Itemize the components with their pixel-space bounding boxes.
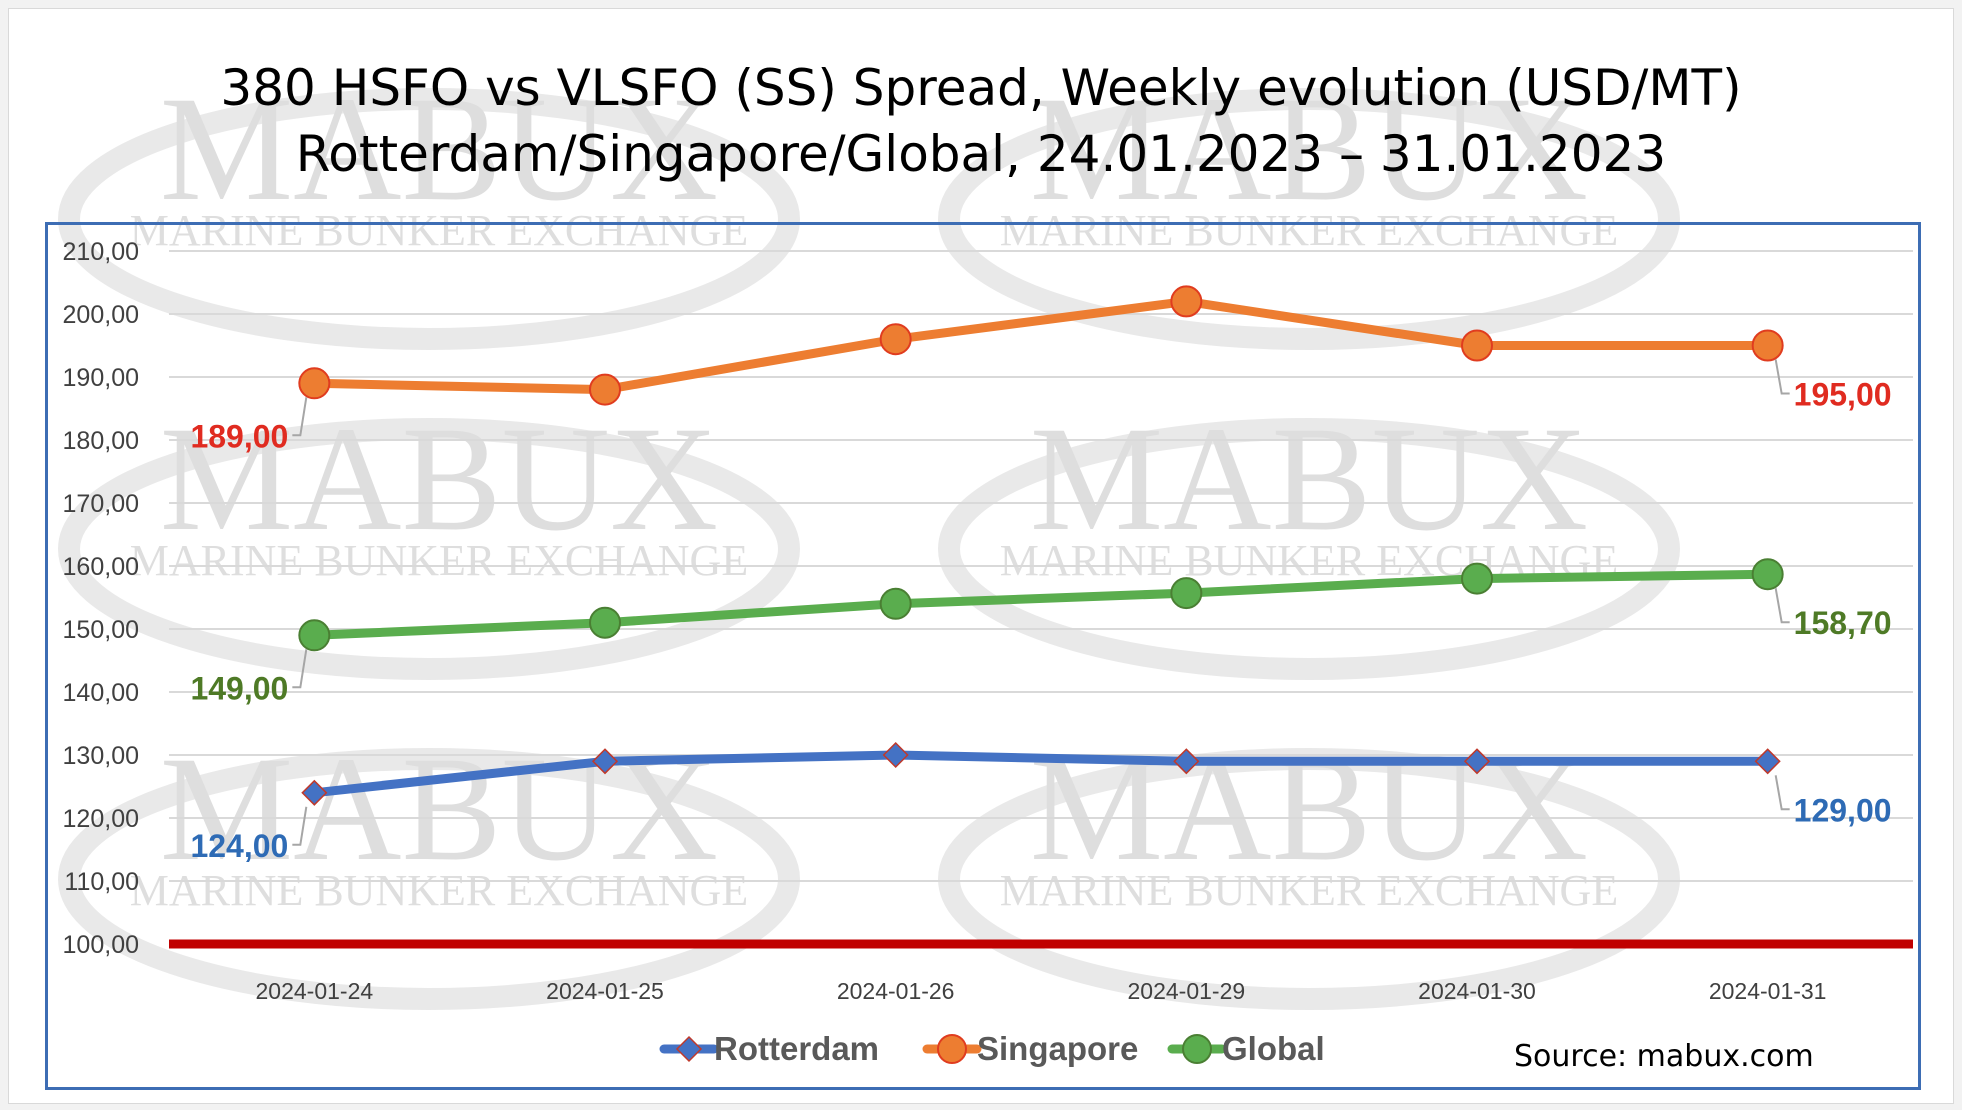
y-tick-label: 180,00 [63, 427, 139, 455]
global-legend-marker [1182, 1034, 1212, 1064]
global-legend-label: Global [1222, 1030, 1325, 1067]
singapore-point [1461, 329, 1493, 362]
x-tick-label: 2024-01-24 [256, 978, 374, 1004]
global-point [879, 587, 912, 620]
y-tick-label: 170,00 [63, 490, 139, 518]
x-tick-label: 2024-01-31 [1709, 978, 1827, 1004]
x-tick-label: 2024-01-29 [1128, 978, 1246, 1004]
global-series-line [309, 569, 1773, 640]
x-tick-label: 2024-01-30 [1418, 978, 1536, 1004]
rotterdam-point [1754, 748, 1781, 775]
x-tick-label: 2024-01-25 [546, 978, 664, 1004]
rotterdam-legend-marker [675, 1035, 703, 1063]
y-tick-label: 210,00 [63, 238, 139, 266]
singapore-last-value-label: 195,00 [1794, 377, 1892, 413]
y-tick-label: 200,00 [63, 301, 139, 329]
chart-title-line-2: Rotterdam/Singapore/Global, 24.01.2023 –… [295, 125, 1667, 183]
y-tick-label: 150,00 [63, 616, 139, 644]
singapore-legend-marker [937, 1034, 967, 1064]
global-point [1170, 577, 1203, 610]
singapore-point [1170, 285, 1203, 318]
global-point [1461, 562, 1493, 595]
global-first-value-label: 149,00 [190, 670, 288, 706]
y-tick-label: 190,00 [63, 364, 139, 392]
y-tick-label: 160,00 [63, 553, 139, 581]
y-tick-label: 120,00 [63, 805, 139, 833]
chart-slide: MABUX MARINE BUNKER EXCHANGE MABUX MARIN… [8, 8, 1954, 1104]
singapore-point [589, 373, 621, 406]
singapore-point [298, 367, 331, 400]
singapore-series-line [309, 296, 1773, 395]
rotterdam-point [882, 741, 909, 769]
rotterdam-series-line [309, 750, 1773, 798]
rotterdam-legend-label: Rotterdam [714, 1030, 879, 1067]
y-tick-label: 130,00 [63, 742, 139, 770]
global-first-label-leader [292, 649, 308, 689]
singapore-legend-label: Singapore [977, 1030, 1138, 1067]
chart-title-line-1: 380 HSFO vs VLSFO (SS) Spread, Weekly ev… [220, 59, 1742, 117]
rotterdam-first-label-leader [292, 806, 308, 846]
rotterdam-point [301, 779, 328, 806]
rotterdam-point [1173, 748, 1200, 775]
singapore-first-value-label: 189,00 [190, 418, 288, 454]
singapore-point [879, 323, 912, 356]
singapore-point [1751, 329, 1784, 362]
rotterdam-first-value-label: 124,00 [190, 828, 288, 864]
x-tick-label: 2024-01-26 [837, 978, 955, 1004]
rotterdam-last-label-leader [1774, 775, 1790, 811]
y-tick-label: 100,00 [63, 931, 139, 959]
rotterdam-last-value-label: 129,00 [1794, 792, 1892, 828]
line-chart: 100,00 110,00 120,00 130,00 140,00 150,00 160,… [63, 238, 1913, 1067]
chart-title: 380 HSFO vs VLSFO (SS) Spread, Weekly ev… [9, 55, 1953, 187]
global-point [1751, 558, 1784, 591]
rotterdam-point [591, 748, 619, 775]
source-note: Source: mabux.com [1514, 1039, 1814, 1074]
singapore-last-label-leader [1774, 359, 1790, 395]
rotterdam-point [1463, 748, 1491, 775]
global-point [589, 606, 621, 639]
y-tick-label: 140,00 [63, 679, 139, 707]
global-point [298, 619, 331, 652]
singapore-first-label-leader [292, 397, 308, 437]
y-tick-label: 110,00 [64, 868, 139, 896]
global-last-value-label: 158,70 [1794, 605, 1892, 641]
plot-frame [45, 222, 1921, 1090]
global-last-label-leader [1774, 588, 1790, 624]
